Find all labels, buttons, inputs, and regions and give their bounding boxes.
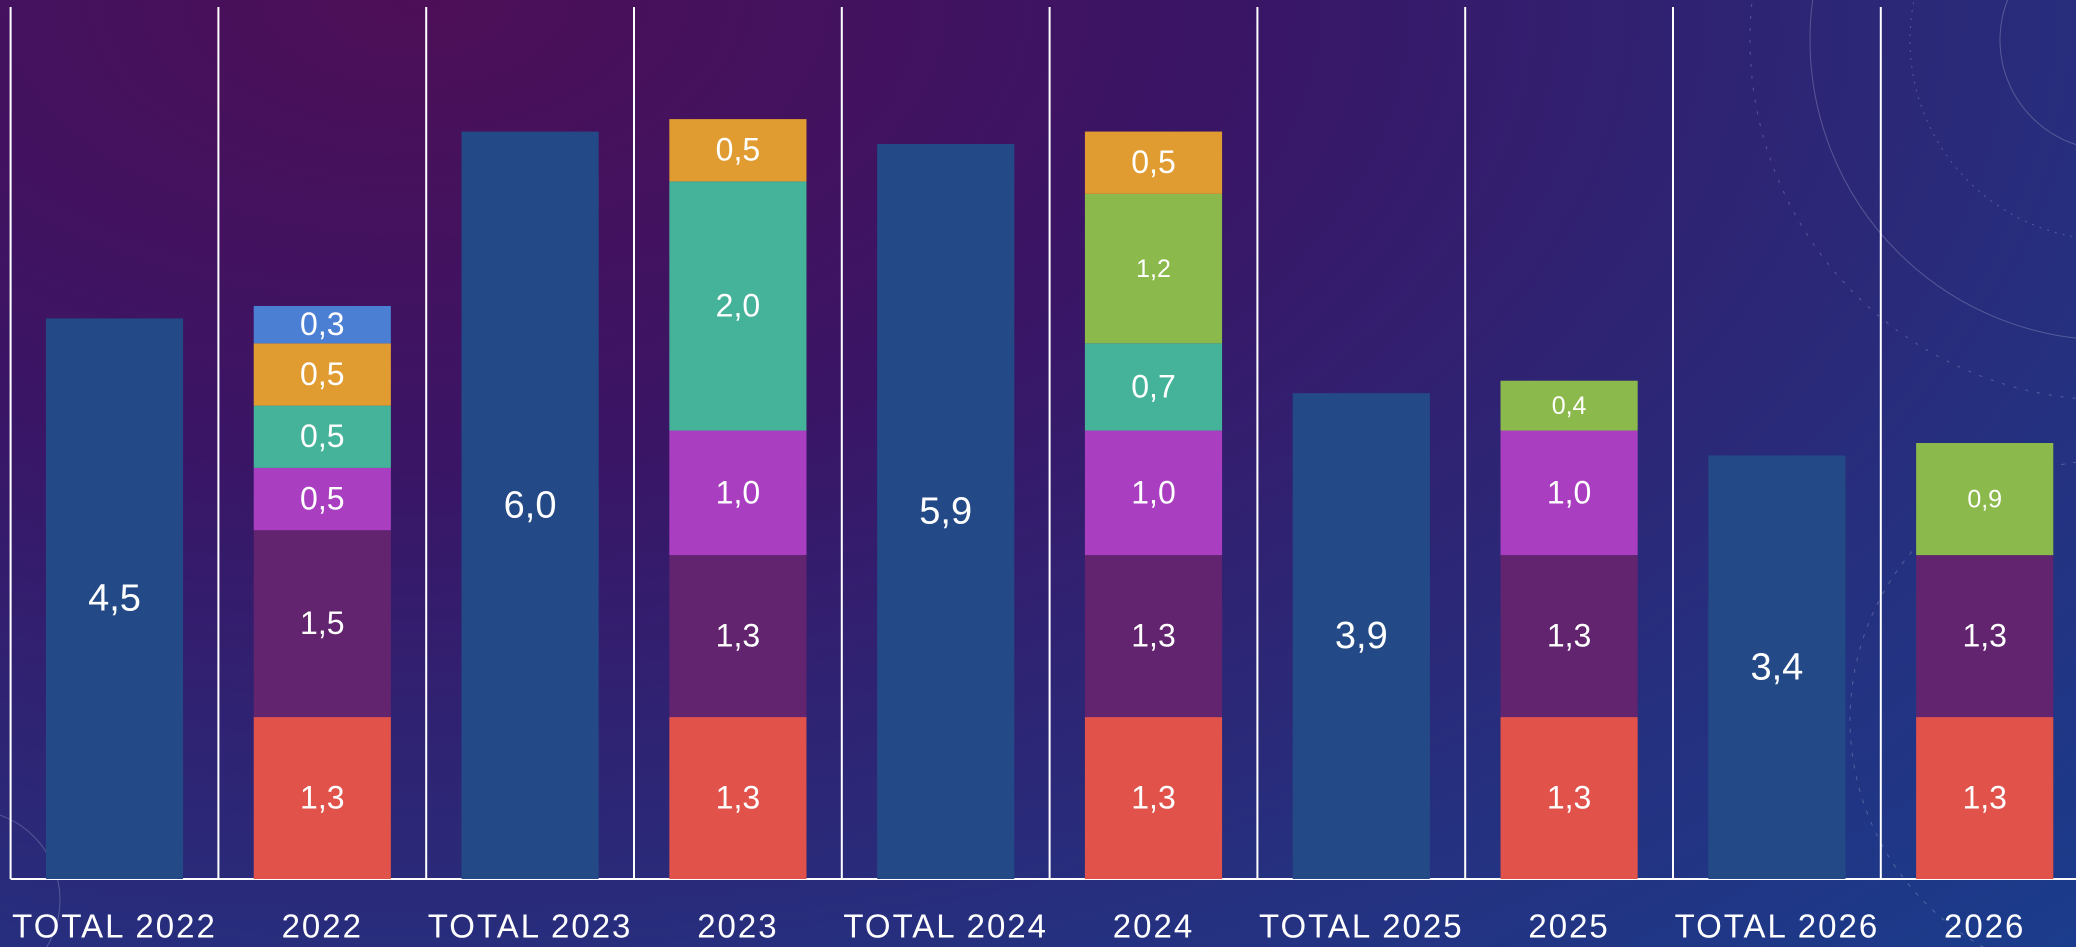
data-label: 2,0 [716,287,760,323]
data-label: 0,3 [300,306,344,342]
bar-segment [1916,717,2054,879]
data-label: 1,2 [1136,255,1171,283]
data-label: 1,3 [1131,618,1175,654]
bar-segment [1084,717,1223,879]
data-label: 3,4 [1750,646,1803,688]
data-label: 1,5 [300,605,344,641]
bar-segment [253,405,391,468]
data-label: 0,5 [1131,144,1175,180]
bar-segment [1500,555,1638,718]
x-tick-label: TOTAL 2026 [1675,908,1880,945]
data-label: 1,0 [716,474,760,510]
data-label: 0,4 [1552,392,1587,420]
data-label: 5,9 [919,491,972,533]
data-label: 1,3 [1547,779,1591,815]
data-label: 0,7 [1131,368,1175,404]
x-tick-label: 2022 [282,908,363,945]
bar-segment [45,318,184,879]
data-label: 6,0 [504,484,557,526]
bar-segment [669,555,807,718]
bar-segment [1084,430,1223,556]
x-tick-label: 2023 [697,908,778,945]
data-label: 0,5 [300,356,344,392]
data-label: 0,5 [300,418,344,454]
bar-segment [1916,555,2054,718]
x-tick-label: 2026 [1944,908,2025,945]
data-label: 3,9 [1335,615,1388,657]
data-label: 1,3 [1962,618,2006,654]
bar-segment [1084,193,1223,344]
data-label: 1,0 [1131,474,1175,510]
x-tick-label: 2025 [1528,908,1609,945]
bar-segment [253,717,391,879]
bar-segment [1084,555,1223,718]
bar-segment [1708,455,1846,879]
x-tick-label: TOTAL 2025 [1259,908,1464,945]
bar-segment [1500,717,1638,879]
data-label: 4,5 [88,578,141,620]
data-label: 0,5 [716,132,760,168]
bar-segment [669,717,807,879]
x-tick-label: TOTAL 2023 [428,908,633,945]
x-tick-label: TOTAL 2024 [843,908,1048,945]
data-label: 1,3 [1962,779,2006,815]
data-label: 1,3 [1131,779,1175,815]
bar-segment [1500,380,1638,431]
bar-segment [1084,131,1223,194]
bar-segment [253,305,391,344]
bar-segment [669,430,807,556]
data-label: 0,9 [1967,486,2002,514]
bar-segment [669,181,807,431]
x-tick-label: TOTAL 2022 [12,908,217,945]
bar-segment [461,131,599,880]
bar-segment [669,119,807,182]
data-label: 1,3 [716,779,760,815]
bar-segment [1292,393,1430,879]
x-tick-label: 2024 [1113,908,1194,945]
bar-segment [877,144,1015,879]
bar-segment [253,343,391,406]
bar-segment [253,530,391,718]
data-label: 1,3 [300,779,344,815]
data-label: 1,3 [716,618,760,654]
bar-segment [253,467,391,531]
bar-segment [1916,443,2054,556]
data-label: 1,0 [1547,474,1591,510]
data-label: 1,3 [1547,618,1591,654]
data-label: 0,5 [300,481,344,517]
bar-segment [1500,430,1638,556]
bar-segment [1084,343,1223,431]
